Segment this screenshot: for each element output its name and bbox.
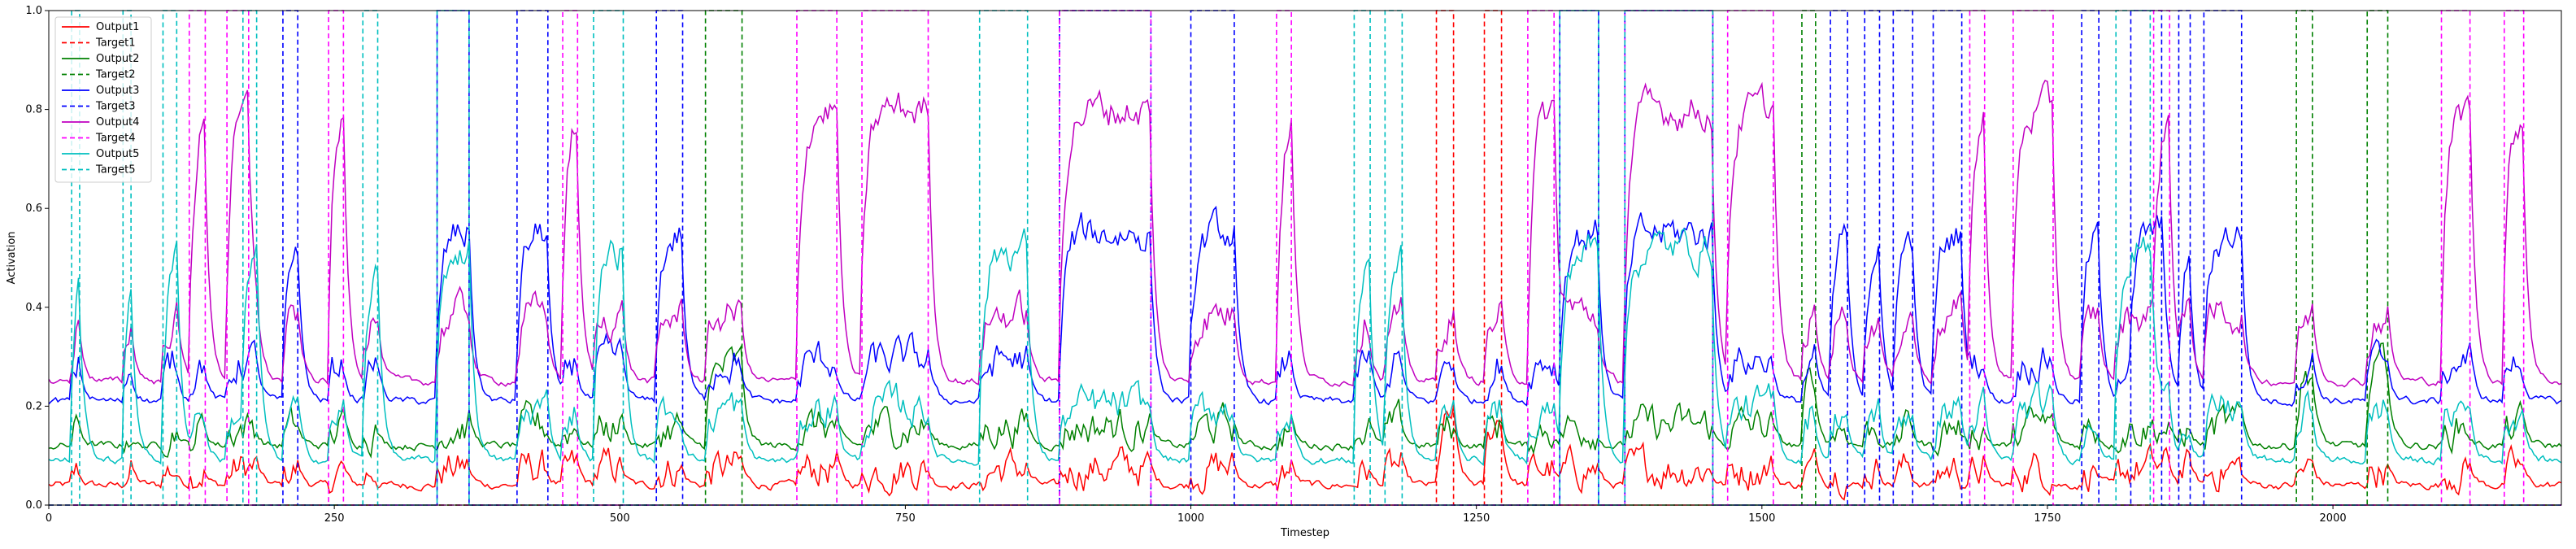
x-tick-label: 1000 (1177, 512, 1204, 525)
legend-label-target3: Target3 (95, 101, 136, 113)
series-line-target3 (49, 10, 2561, 506)
series-line-output2 (48, 342, 2562, 459)
y-tick-label: 0.8 (25, 104, 42, 116)
series-line-target5 (49, 10, 2561, 506)
legend-label-target1: Target1 (95, 37, 136, 50)
x-axis-label: Timestep (1280, 527, 1329, 539)
x-tick-label: 1250 (1463, 512, 1490, 525)
y-axis-label: Activation (6, 231, 18, 284)
series-line-target4 (49, 10, 2561, 506)
series-line-target2 (49, 10, 2561, 506)
plot-frame (48, 10, 2562, 506)
series-line-target1 (49, 10, 2561, 506)
series-line-output4 (48, 80, 2562, 388)
series-line-output1 (48, 405, 2562, 501)
y-axis: 0.0 0.2 0.4 0.6 0.8 1.0 (25, 5, 49, 512)
legend-label-target5: Target5 (95, 164, 136, 176)
legend-label-target2: Target2 (95, 69, 136, 81)
y-tick-label: 0.0 (25, 499, 42, 512)
legend-label-output3: Output3 (96, 85, 139, 97)
series-line-output3 (48, 205, 2562, 407)
legend-label-target4: Target4 (95, 133, 136, 145)
x-axis: 0 250 500 750 1000 1250 1500 1750 2000 (46, 505, 2347, 525)
x-tick-label: 1500 (1748, 512, 1775, 525)
legend: Output1 Target1 Output2 Target2 Output3 Targe… (54, 16, 152, 183)
y-tick-label: 0.2 (25, 400, 42, 412)
x-tick-label: 500 (610, 512, 630, 525)
legend-label-output5: Output5 (96, 148, 139, 160)
legend-label-output2: Output2 (96, 53, 139, 65)
legend-label-output1: Output1 (96, 21, 139, 33)
x-tick-label: 2000 (2320, 512, 2347, 525)
x-tick-label: 1750 (2034, 512, 2060, 525)
legend-label-output4: Output4 (96, 116, 139, 129)
x-tick-label: 250 (324, 512, 345, 525)
x-tick-label: 750 (895, 512, 916, 525)
y-tick-label: 1.0 (25, 5, 42, 17)
x-tick-label: 0 (46, 512, 52, 525)
series-line-output5 (48, 228, 2562, 467)
series-layer (48, 10, 2562, 506)
y-tick-label: 0.4 (25, 302, 42, 314)
y-tick-label: 0.6 (25, 203, 42, 215)
